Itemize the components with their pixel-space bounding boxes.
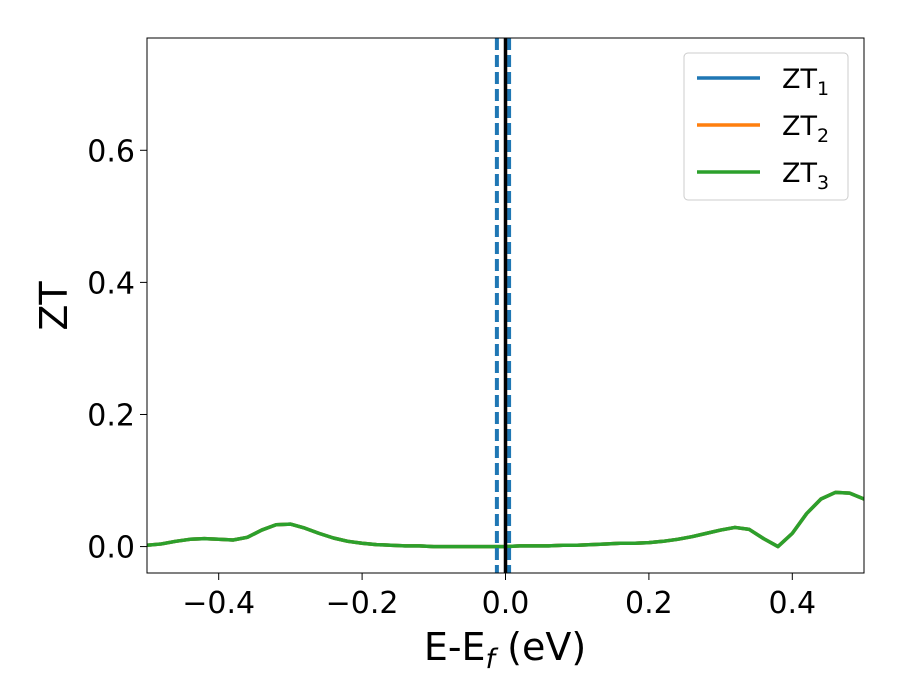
y-tick-label: 0.0 [87, 531, 135, 566]
y-tick-label: 0.4 [87, 266, 135, 301]
x-tick-label: 0.2 [625, 586, 673, 621]
x-tick-label: 0.4 [768, 586, 816, 621]
legend-label-1: ZT1 [782, 64, 829, 100]
y-tick-label: 0.6 [87, 134, 135, 169]
x-tick-label: −0.4 [182, 586, 255, 621]
x-axis-label: E-Ef (eV) [424, 625, 586, 675]
x-tick-label: −0.2 [326, 586, 399, 621]
legend-frame [683, 52, 849, 201]
y-tick-label: 0.2 [87, 398, 135, 433]
x-tick-label: 0.0 [482, 586, 530, 621]
legend-label-2: ZT2 [782, 111, 829, 147]
legend: ZT1 ZT2 ZT3 [683, 52, 849, 201]
y-axis-label: ZT [32, 281, 76, 331]
legend-label-3: ZT3 [782, 158, 829, 194]
